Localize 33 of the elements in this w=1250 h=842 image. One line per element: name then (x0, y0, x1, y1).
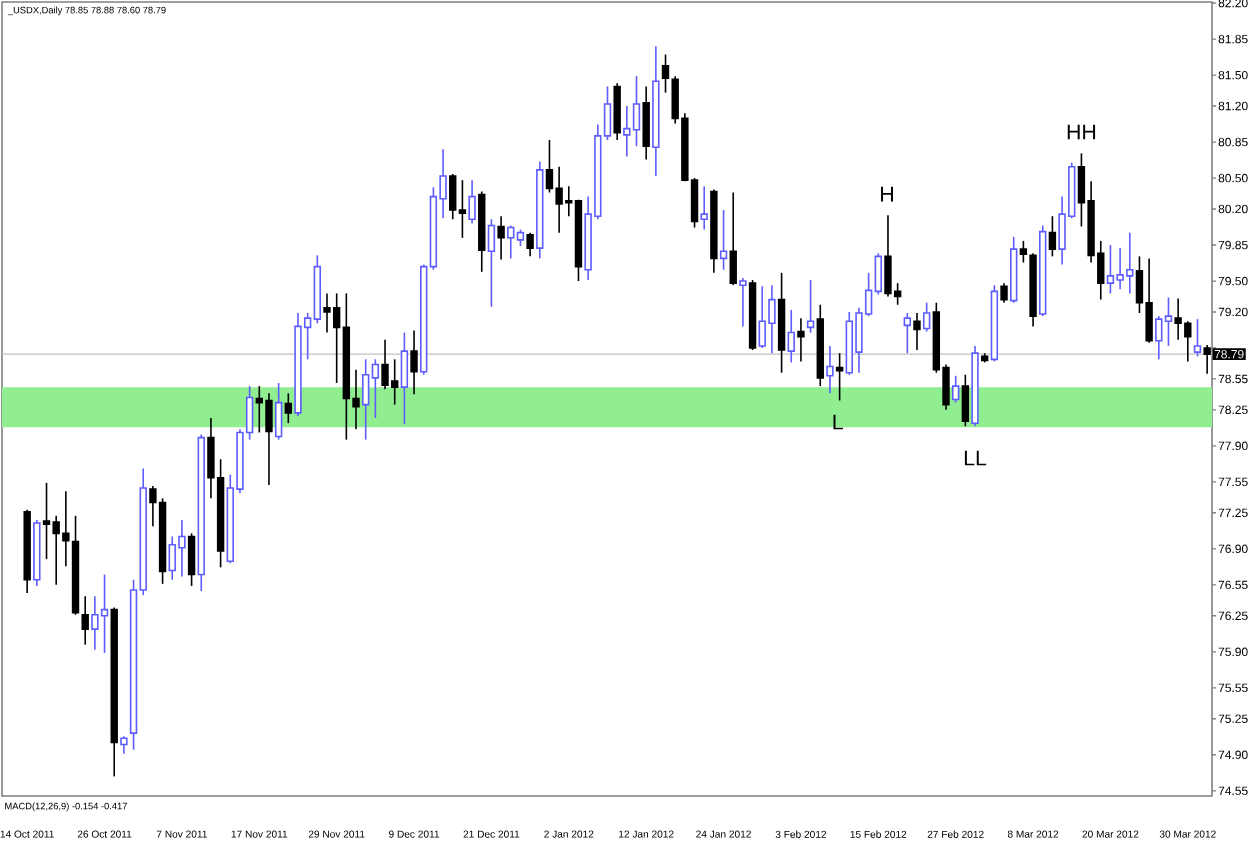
candlestick (1048, 215, 1057, 258)
candlestick (284, 392, 293, 424)
candlestick (274, 382, 283, 441)
candlestick (961, 373, 970, 428)
annotation: HH (1067, 124, 1096, 140)
candlestick (81, 595, 89, 646)
candlestick (922, 301, 931, 333)
candlestick (826, 345, 834, 395)
candlestick (487, 218, 496, 308)
candlestick (700, 185, 708, 231)
candlestick (739, 277, 747, 328)
candlestick (806, 279, 815, 334)
candlestick (187, 532, 196, 587)
candlestick (729, 191, 737, 286)
candlestick (1000, 282, 1008, 304)
candlestick (797, 317, 805, 363)
candlestick (1019, 240, 1028, 264)
candlestick (400, 331, 409, 426)
candlestick (787, 309, 795, 364)
candlestick (526, 231, 534, 258)
candlestick (951, 375, 960, 404)
candlestick (719, 209, 728, 271)
annotation: H (881, 186, 893, 202)
candlestick (497, 215, 505, 261)
candlestick (410, 329, 418, 396)
annotation: LL (964, 450, 987, 466)
candlestick (903, 312, 912, 354)
candlestick (642, 85, 650, 161)
candlestick (913, 312, 921, 351)
candlestick (468, 179, 476, 225)
annotation: L (833, 414, 843, 430)
candlestick (1193, 318, 1202, 358)
candlestick (613, 82, 621, 141)
